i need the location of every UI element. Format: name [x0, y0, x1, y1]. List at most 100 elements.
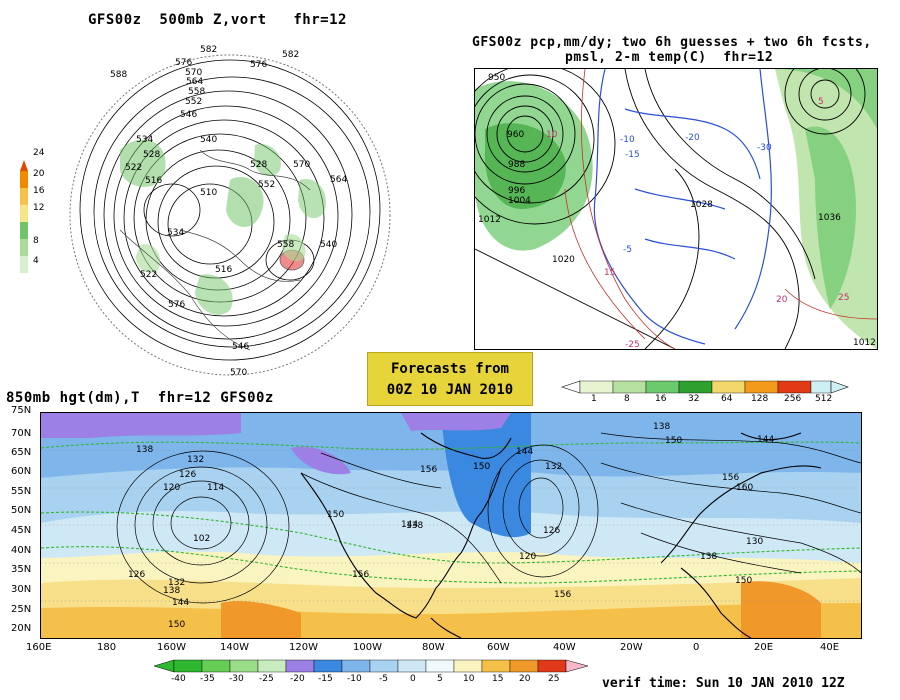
- height-label: 120: [519, 552, 537, 562]
- colorbar-500mb-label: 4: [33, 256, 39, 266]
- 850mb-graticule: [41, 449, 861, 602]
- panel-850mb-title: 850mb hgt(dm),T fhr=12 GFS00z: [6, 390, 274, 406]
- pcp-pressure-label: 996: [508, 186, 526, 196]
- height-label: 130: [746, 537, 764, 547]
- pcp-colorbar-label: 1: [591, 394, 597, 404]
- pcp-isobars: [475, 69, 866, 349]
- contour-label: 546: [180, 110, 198, 120]
- height-label: 102: [193, 534, 211, 544]
- contour-label: 582: [282, 50, 300, 60]
- 850mb-height-contours: [116, 432, 861, 604]
- 850mb-colorbar-label: -25: [259, 674, 274, 684]
- 850mb-colorbar-label: -20: [290, 674, 305, 684]
- lon-label: 0: [693, 642, 700, 653]
- height-label: 114: [207, 483, 225, 493]
- pcp-colorbar: [561, 380, 849, 394]
- lat-label: 25N: [11, 604, 32, 615]
- height-label: 156: [554, 590, 572, 600]
- height-label: 156: [722, 473, 740, 483]
- panel-pcp-title-line1: GFS00z pcp,mm/dy; two 6h guesses + two 6…: [472, 35, 872, 50]
- contour-label: 558: [277, 240, 295, 250]
- pcp-colorbar-label: 16: [655, 394, 667, 404]
- lon-label: 40E: [820, 642, 840, 653]
- pcp-pressure-label: 1028: [690, 200, 713, 210]
- lat-label: 75N: [11, 405, 32, 416]
- height-label: 138: [136, 445, 154, 455]
- 850mb-colorbar-label: 5: [437, 674, 443, 684]
- lat-label: 60N: [11, 466, 32, 477]
- colorbar-500mb-arrow-top: [20, 160, 28, 171]
- contour-label: 516: [145, 176, 163, 186]
- banner-line2: 00Z 10 JAN 2010: [386, 382, 514, 398]
- height-label: 126: [179, 470, 197, 480]
- height-label: 132: [187, 455, 205, 465]
- contour-label: 546: [232, 342, 250, 352]
- colorbar-500mb-label: 8: [33, 236, 39, 246]
- polar-map-contours: [79, 59, 381, 361]
- lon-label: 20W: [620, 642, 643, 653]
- 850mb-colorbar-label: -40: [171, 674, 186, 684]
- lon-label: 160E: [26, 642, 52, 653]
- pcp-colorbar-label: 8: [624, 394, 630, 404]
- 850mb-colorbar-label: -10: [347, 674, 362, 684]
- height-label: 160: [736, 483, 754, 493]
- colorbar-500mb-seg: [20, 256, 28, 273]
- pcp-temp-label: -20: [685, 133, 700, 143]
- pcp-temp-label: -5: [623, 245, 632, 255]
- colorbar-500mb-seg: [20, 205, 28, 222]
- global-map-svg: [41, 413, 861, 638]
- height-label: 156: [352, 570, 370, 580]
- 850mb-colorbar-label: -5: [379, 674, 388, 684]
- contour-label: 576: [168, 300, 186, 310]
- height-label: 138: [163, 586, 181, 596]
- 850mb-colorbar-label: 10: [463, 674, 475, 684]
- height-label: 138: [653, 422, 671, 432]
- colorbar-500mb-label: 16: [33, 186, 45, 196]
- lat-label: 55N: [11, 486, 32, 497]
- lon-label: 80W: [422, 642, 445, 653]
- pcp-temp-label: 10: [546, 130, 558, 140]
- contour-label: 576: [175, 58, 193, 68]
- lon-label: 40W: [553, 642, 576, 653]
- panel-500mb-title: GFS00z 500mb Z,vort fhr=12: [88, 12, 347, 28]
- contour-label: 522: [125, 163, 143, 173]
- lat-label: 70N: [11, 428, 32, 439]
- contour-label: 516: [215, 265, 233, 275]
- height-label: 132: [545, 462, 563, 472]
- pcp-pressure-label: 1012: [853, 338, 876, 348]
- lon-label: 140W: [220, 642, 249, 653]
- contour-label: 552: [185, 97, 203, 107]
- lat-label: 30N: [11, 584, 32, 595]
- 850mb-colorbar-label: 15: [492, 674, 504, 684]
- 850mb-colorbar-label: -15: [318, 674, 333, 684]
- 850mb-temp-dashed-contours: [41, 441, 861, 584]
- contour-label: 588: [110, 70, 128, 80]
- panel-pcp-title-line2: pmsl, 2-m temp(C) fhr=12: [565, 50, 774, 65]
- pcp-pressure-label: 1012: [478, 215, 501, 225]
- panel-pcp-map: [474, 68, 878, 350]
- pcp-pressure-label: 950: [488, 73, 506, 83]
- contour-label: 522: [140, 270, 158, 280]
- pcp-temp-label: -25: [625, 340, 640, 350]
- panel-500mb-map: 24 20 16 12 8 4 582 576 570 564 558 552 …: [0, 30, 440, 380]
- 850mb-colorbar-label: 0: [410, 674, 416, 684]
- forecast-banner: Forecasts from 00Z 10 JAN 2010: [367, 352, 533, 406]
- height-label: 144: [516, 447, 534, 457]
- 850mb-coastlines: [300, 432, 822, 638]
- lon-label: 20E: [754, 642, 774, 653]
- height-label: 150: [665, 436, 683, 446]
- height-label: 138: [700, 552, 718, 562]
- colorbar-500mb-seg: [20, 171, 28, 188]
- pcp-pressure-label: 1004: [508, 196, 531, 206]
- panel-500mb-colorbar: [20, 160, 28, 273]
- contour-label: 528: [143, 150, 161, 160]
- pcp-temp-warm-contours: [564, 69, 877, 349]
- pcp-pressure-label: 1036: [818, 213, 841, 223]
- contour-label: 528: [250, 160, 268, 170]
- 850mb-colorbar-label: 20: [519, 674, 531, 684]
- polar-map-svg: [20, 54, 391, 376]
- height-label: 150: [735, 576, 753, 586]
- pcp-colorbar-label: 128: [751, 394, 769, 404]
- pcp-colorbar-label: 64: [721, 394, 733, 404]
- 850mb-colorbar: [153, 659, 589, 673]
